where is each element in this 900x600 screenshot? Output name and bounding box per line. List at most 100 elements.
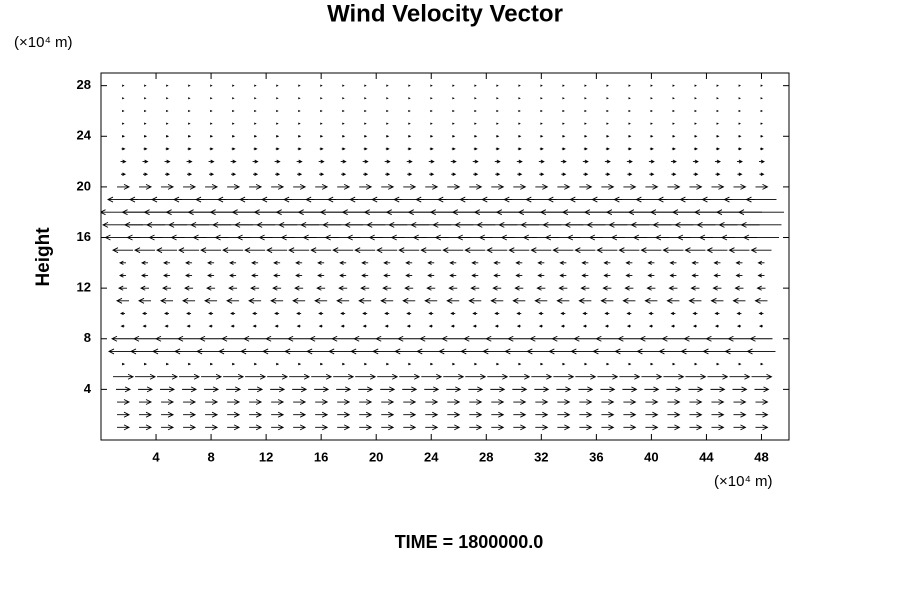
wind-arrow <box>402 297 416 304</box>
wind-arrow <box>426 285 436 291</box>
wind-arrow <box>272 285 282 291</box>
wind-arrow <box>186 311 192 316</box>
wind-arrow <box>337 411 351 418</box>
wind-arrow <box>320 97 323 100</box>
wind-arrow <box>472 324 477 328</box>
wind-arrow <box>205 183 219 190</box>
wind-arrow <box>626 311 632 316</box>
x-tick-label: 12 <box>259 449 273 464</box>
wind-arrow <box>161 411 175 418</box>
wind-arrow <box>606 84 609 87</box>
wind-arrow <box>496 97 499 100</box>
wind-arrow <box>419 335 443 342</box>
wind-arrow <box>534 297 548 304</box>
wind-arrow <box>443 373 465 380</box>
wind-arrow <box>333 373 355 380</box>
wind-arrow <box>760 109 763 113</box>
wind-arrow <box>208 311 214 316</box>
wind-arrow <box>424 386 440 393</box>
wind-arrow <box>421 373 443 380</box>
wind-arrow <box>694 362 698 366</box>
wind-arrow <box>672 109 675 113</box>
wind-arrow <box>557 183 571 190</box>
wind-arrow <box>183 411 197 418</box>
wind-arrow <box>452 362 456 366</box>
wind-arrow <box>558 285 568 291</box>
wind-arrow <box>641 373 663 380</box>
wind-arrow <box>135 373 157 380</box>
wind-arrow <box>552 247 574 254</box>
wind-arrow <box>447 424 461 431</box>
wind-arrow <box>740 221 782 228</box>
wind-arrow <box>253 172 259 176</box>
wind-arrow <box>580 285 590 291</box>
wind-arrow <box>297 172 303 176</box>
wind-arrow <box>364 97 367 100</box>
wind-arrow <box>471 260 479 265</box>
wind-arrow <box>320 134 324 138</box>
wind-arrow <box>362 324 367 328</box>
wind-arrow <box>513 424 527 431</box>
wind-arrow <box>430 134 434 138</box>
wind-arrow <box>751 373 773 380</box>
wind-arrow <box>683 335 707 342</box>
wind-arrow <box>274 324 279 328</box>
wind-arrow <box>490 386 506 393</box>
wind-arrow <box>425 411 439 418</box>
wind-arrow <box>667 399 681 405</box>
wind-arrow <box>226 297 240 304</box>
wind-arrow <box>474 134 478 138</box>
wind-arrow <box>559 260 567 265</box>
wind-arrow <box>385 172 391 176</box>
wind-arrow <box>452 97 455 100</box>
wind-arrow <box>121 147 126 151</box>
wind-arrow <box>205 411 219 418</box>
wind-arrow <box>535 183 549 190</box>
wind-arrow <box>667 411 681 418</box>
wind-arrow <box>447 183 461 190</box>
wind-arrow <box>491 183 505 190</box>
wind-arrow <box>754 297 768 304</box>
wind-arrow <box>185 273 193 278</box>
wind-arrow <box>337 399 351 405</box>
wind-arrow <box>363 147 368 151</box>
wind-arrow <box>760 362 764 366</box>
wind-arrow <box>156 247 178 254</box>
wind-arrow <box>164 159 171 164</box>
wind-arrow <box>694 109 697 113</box>
wind-arrow <box>689 411 703 418</box>
wind-arrow <box>672 84 675 87</box>
wind-arrow <box>362 159 369 164</box>
wind-arrow <box>450 311 456 316</box>
wind-arrow <box>560 311 566 316</box>
wind-arrow <box>727 335 751 342</box>
wind-arrow <box>518 362 522 366</box>
wind-arrow <box>314 386 330 393</box>
wind-arrow <box>342 122 345 125</box>
wind-arrow <box>230 324 235 328</box>
wind-arrow <box>386 134 390 138</box>
wind-arrow <box>166 134 170 138</box>
wind-arrow <box>187 97 191 100</box>
wind-arrow <box>121 84 125 87</box>
wind-arrow <box>449 273 457 278</box>
wind-arrow <box>298 122 301 125</box>
wind-arrow <box>254 97 257 100</box>
wind-arrow <box>540 97 543 100</box>
wind-arrow <box>139 424 153 431</box>
wind-arrow <box>204 386 220 393</box>
wind-arrow <box>692 324 697 328</box>
wind-arrow <box>578 386 594 393</box>
wind-arrow <box>165 109 169 113</box>
wind-arrow <box>430 97 433 100</box>
wind-arrow <box>644 297 658 304</box>
wind-arrow <box>428 159 435 164</box>
wind-arrow <box>144 362 148 366</box>
wind-arrow <box>248 386 264 393</box>
wind-arrow <box>518 97 521 100</box>
wind-arrow <box>447 399 461 405</box>
wind-arrow <box>227 411 241 418</box>
wind-arrow <box>669 260 677 265</box>
wind-arrow <box>210 362 214 366</box>
wind-arrow <box>161 399 175 405</box>
